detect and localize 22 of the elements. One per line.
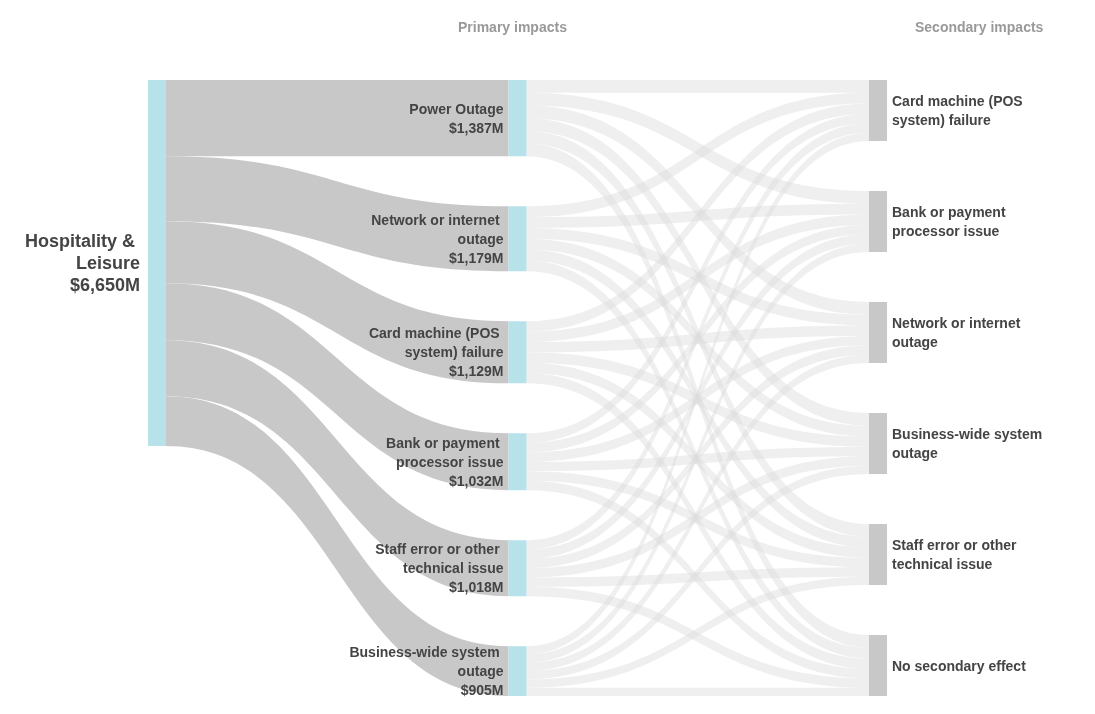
data-label: $1,387M	[449, 119, 504, 136]
category-label: Card machine (POS system) failure	[368, 325, 504, 361]
category-label: Staff error or other technical issue	[375, 541, 504, 577]
text: Hospitality & Leisure	[24, 231, 140, 273]
category-label: Network or internet outage	[892, 315, 1021, 350]
data-label: $905M	[460, 682, 504, 699]
data-label: $1,129M	[449, 363, 504, 380]
text: Secondary impacts	[915, 19, 1044, 35]
data-label: $1,032M	[449, 472, 504, 489]
category-label: Power Outage	[409, 100, 504, 117]
category-label: Bank or payment processor issue	[892, 204, 1006, 239]
category-label: No secondary effect	[892, 657, 1026, 674]
category-label: Business-wide system outage	[349, 644, 504, 680]
text: $6,650M	[69, 275, 140, 295]
category-label: Bank or payment processor issue	[386, 434, 504, 470]
category-label: Business-wide system outage	[892, 426, 1043, 461]
category-label: Staff error or other technical issue	[892, 537, 1017, 572]
text: Primary impacts	[458, 19, 568, 35]
category-label: Card machine (POS system) failure	[892, 93, 1023, 128]
category-label: Network or internet outage	[371, 211, 504, 247]
data-label: $1,179M	[449, 249, 504, 266]
data-label: $1,018M	[449, 579, 504, 596]
